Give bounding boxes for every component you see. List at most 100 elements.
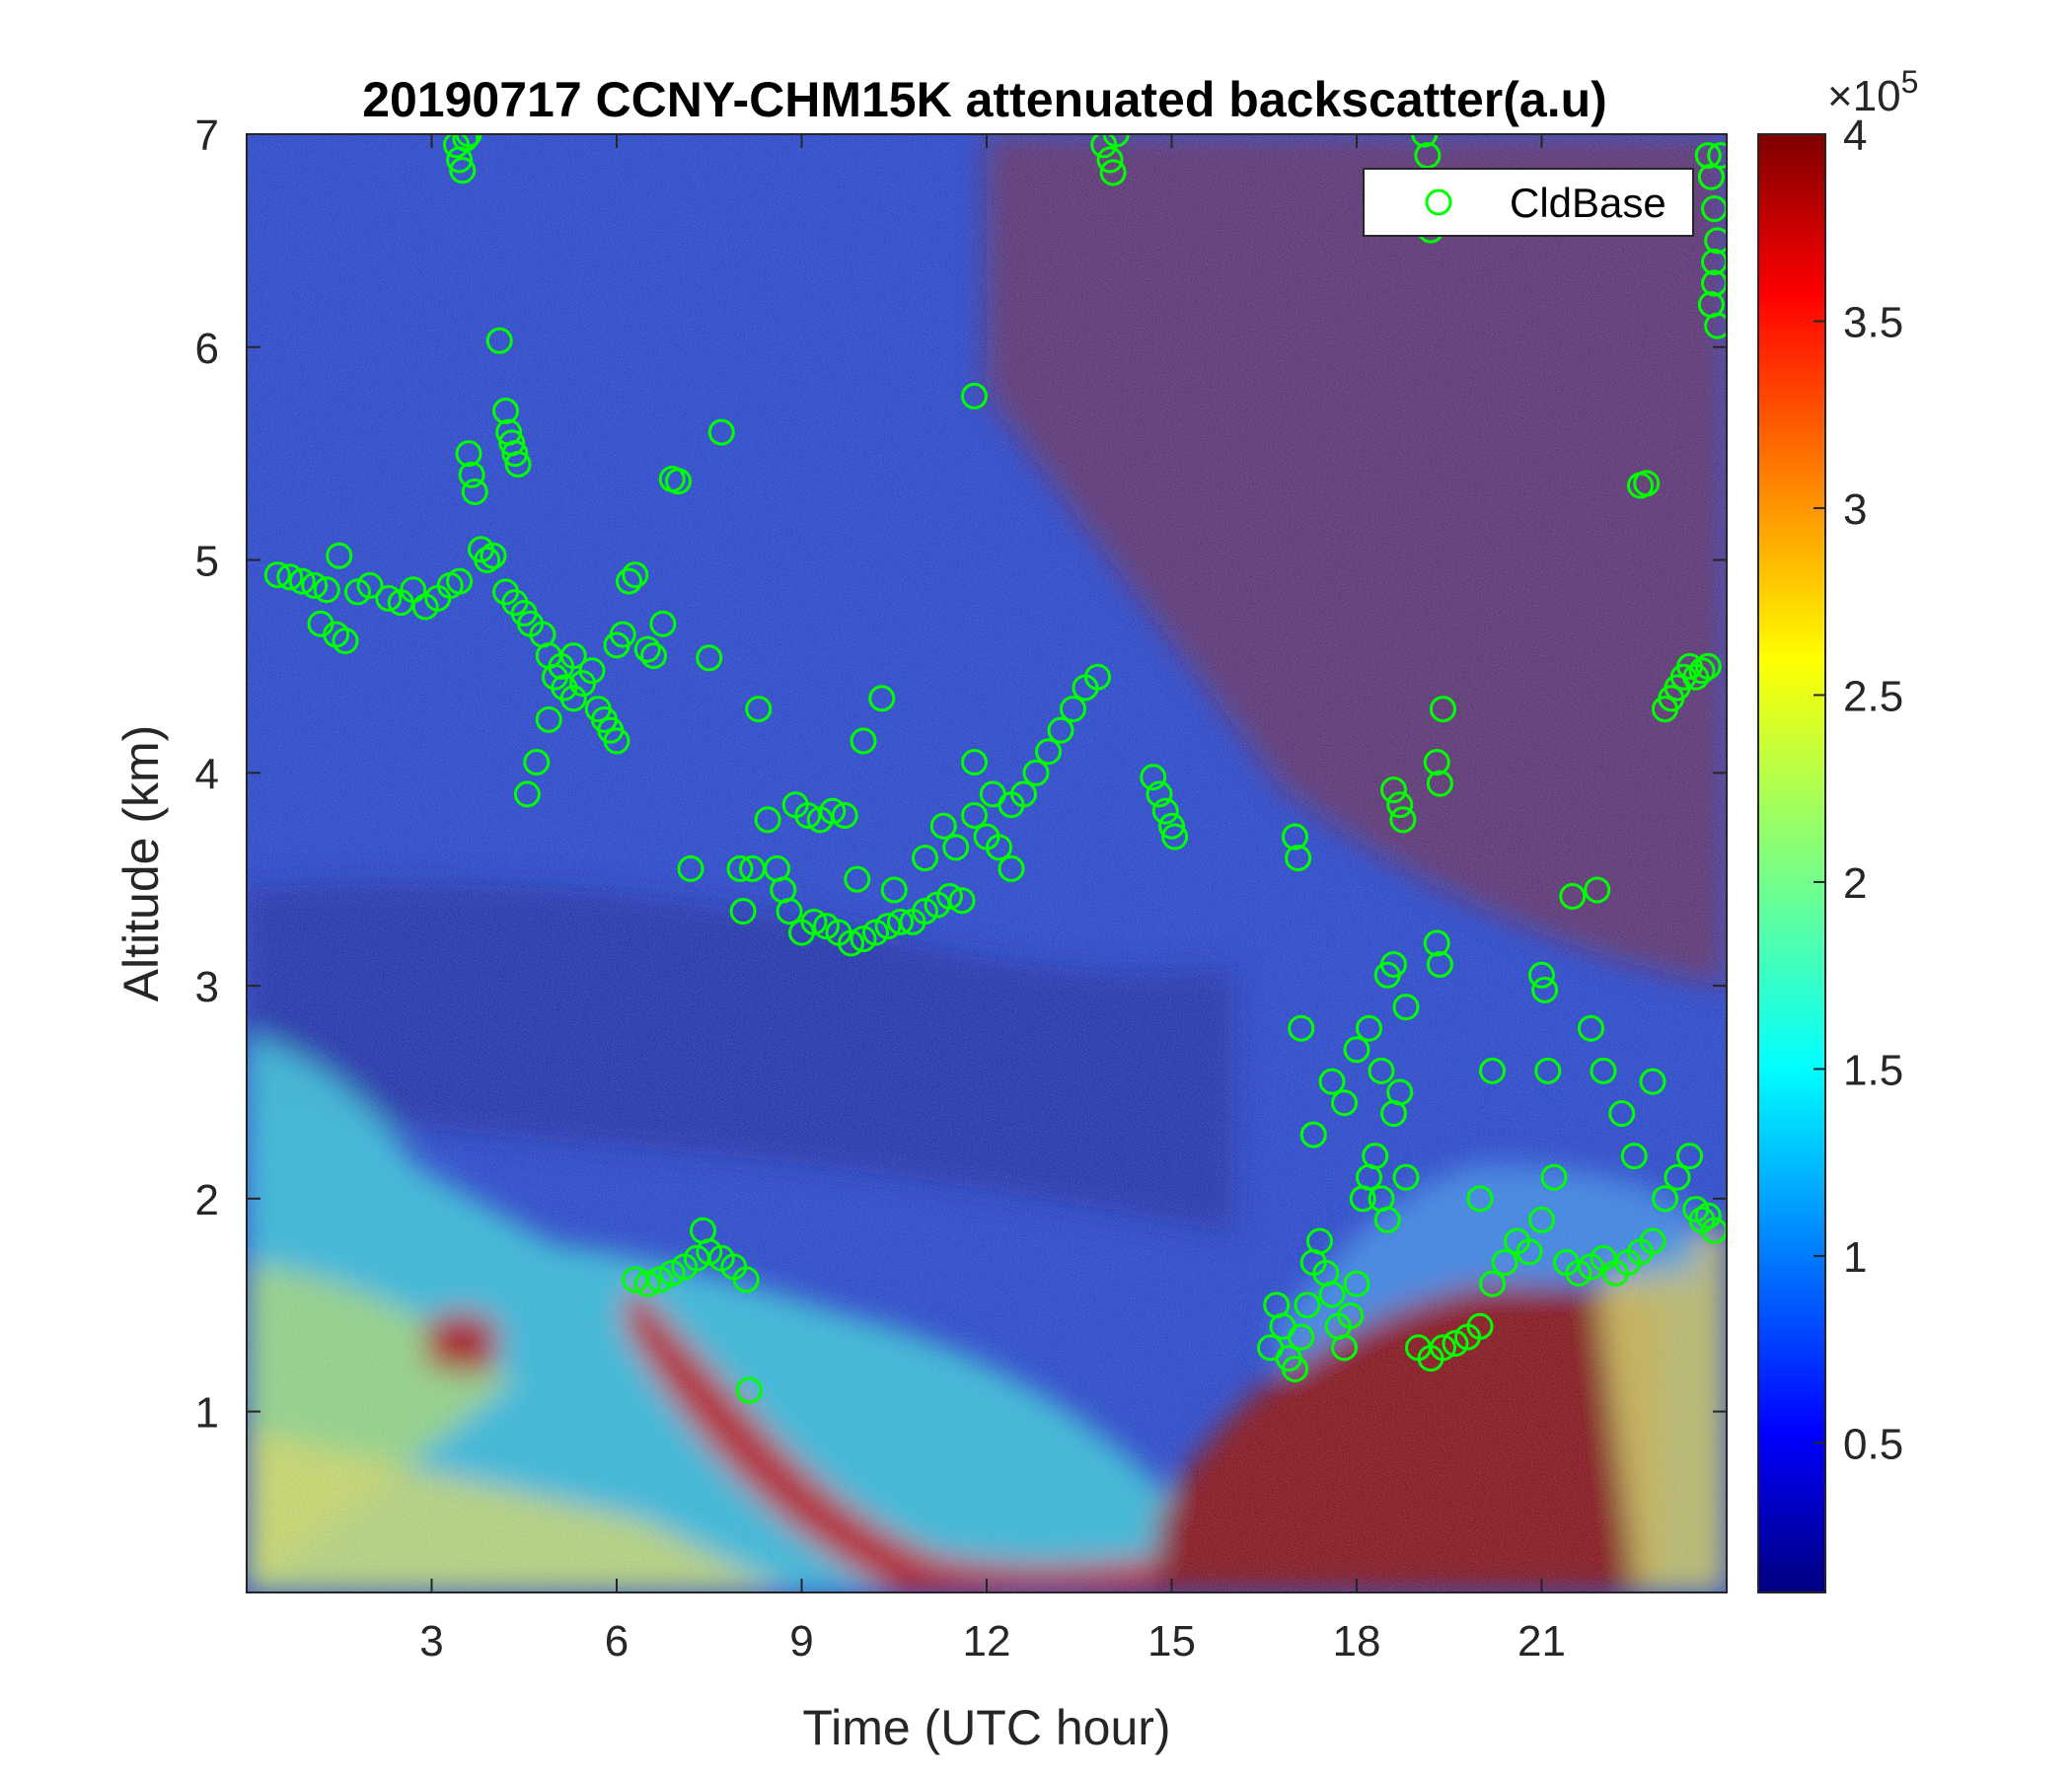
cldbase-point	[800, 908, 828, 935]
cldbase-point	[313, 576, 340, 604]
cldbase-point	[344, 578, 371, 606]
chart-title: 20190717 CCNY-CHM15K attenuated backscat…	[362, 72, 1607, 127]
cldbase-point	[535, 705, 562, 733]
cldbase-point	[1099, 159, 1127, 186]
cldbase-point	[646, 1266, 674, 1294]
cldbase-point	[912, 898, 938, 925]
cldbase-point	[1704, 312, 1727, 339]
cldbase-point	[1096, 146, 1124, 174]
cldbase-point	[961, 749, 988, 777]
cldbase-point	[1704, 227, 1727, 255]
cldbase-point	[578, 657, 606, 685]
cldbase-point	[745, 696, 773, 723]
cldbase-point	[504, 450, 532, 478]
colorbar-tick-label: 1.5	[1843, 1046, 1903, 1094]
cldbase-point	[677, 854, 704, 882]
cldbase-point	[1306, 1227, 1333, 1255]
y-tick-label: 5	[195, 538, 219, 586]
cldbase-point	[880, 876, 908, 904]
cldbase-point	[1466, 1185, 1494, 1213]
cldbase-point	[1337, 1302, 1365, 1330]
cldbase-point	[455, 440, 482, 468]
cldbase-point	[1707, 142, 1727, 170]
cldbase-point	[838, 929, 864, 957]
cldbase-point	[485, 327, 513, 354]
colorbar	[1757, 133, 1826, 1593]
cldbase-point	[501, 440, 529, 468]
cldbase-point	[1386, 1078, 1414, 1106]
cldbase-point	[1540, 1163, 1568, 1191]
cldbase-point	[658, 1259, 686, 1287]
cldbase-point	[1084, 663, 1111, 691]
cldbase-point	[455, 134, 482, 148]
cldbase-point	[461, 478, 488, 505]
cldbase-point	[1318, 1281, 1346, 1308]
cldbase-point	[1331, 1089, 1358, 1117]
cldbase-point	[1584, 876, 1611, 904]
cldbase-point	[1356, 1014, 1382, 1042]
cldbase-point	[850, 727, 877, 755]
cldbase-point	[1652, 1185, 1678, 1213]
cldbase-point	[776, 898, 803, 925]
cldbase-point	[1140, 764, 1167, 791]
cldbase-point	[523, 749, 551, 777]
cldbase-point	[1426, 770, 1453, 797]
cldbase-point	[1389, 806, 1417, 834]
cldbase-point	[1392, 1163, 1420, 1191]
cldbase-point	[948, 887, 976, 915]
cldbase-point	[1694, 652, 1722, 680]
cldbase-point	[1285, 845, 1312, 872]
cldbase-point	[458, 461, 485, 488]
cldbase-point	[1639, 1068, 1666, 1095]
cldbase-point	[961, 382, 988, 409]
cldbase-point	[1423, 929, 1450, 957]
cldbase-point	[1151, 797, 1179, 825]
cldbase-point	[1633, 470, 1661, 497]
colorbar-ticks: 0.5 1 1.5 2 2.5 3 3.5 4	[1813, 111, 1903, 1468]
y-tick-label: 4	[195, 750, 219, 798]
cldbase-point	[813, 913, 840, 940]
y-axis-label: Altitude (km)	[113, 725, 169, 1002]
cldbase-point	[794, 801, 822, 829]
cldbase-point	[288, 567, 316, 595]
x-tick-label: 12	[963, 1617, 1011, 1665]
cldbase-point	[480, 542, 507, 569]
y-axis-ticks: 1 2 3 4 5 6 7	[195, 111, 1727, 1438]
cldbase-point	[559, 642, 587, 670]
cldbase-point	[1386, 791, 1414, 819]
cldbase-point	[1373, 1206, 1401, 1233]
cldbase-point	[1426, 950, 1453, 978]
backscatter-heatmap	[247, 134, 1727, 1592]
cldbase-point	[1479, 1270, 1506, 1297]
x-tick-label: 15	[1147, 1617, 1196, 1665]
cldbase-point	[1528, 961, 1555, 989]
x-tick-label: 6	[605, 1617, 629, 1665]
cldbase-point	[887, 908, 914, 935]
cldbase-point	[735, 1376, 763, 1404]
cldbase-point	[726, 854, 754, 882]
y-tick-label: 6	[195, 325, 219, 373]
cldbase-point	[1491, 1249, 1518, 1277]
cldbase-point	[622, 561, 649, 589]
colorbar-tick-label: 2.5	[1843, 672, 1903, 720]
cldbase-point	[707, 418, 735, 446]
cldbase-point	[640, 642, 667, 670]
cldbase-point	[929, 812, 957, 840]
cldbase-point	[819, 797, 847, 825]
cldbase-point	[1639, 1227, 1666, 1255]
cldbase-point	[356, 571, 384, 599]
cldbase-point	[1620, 1143, 1648, 1170]
cldbase-point	[998, 854, 1025, 882]
cldbase-point	[942, 834, 970, 861]
cldbase-point	[1380, 777, 1407, 804]
cldbase-point	[375, 584, 403, 612]
cldbase-point	[616, 567, 642, 595]
x-tick-label: 18	[1333, 1617, 1381, 1665]
cldbase-point	[1411, 134, 1439, 148]
cldbase-point	[1676, 1143, 1703, 1170]
colorbar-tick-label: 0.5	[1843, 1420, 1903, 1468]
cldbase-point	[1343, 1270, 1370, 1297]
cldbase-point	[1608, 1100, 1636, 1128]
cldbase-point	[276, 563, 304, 591]
